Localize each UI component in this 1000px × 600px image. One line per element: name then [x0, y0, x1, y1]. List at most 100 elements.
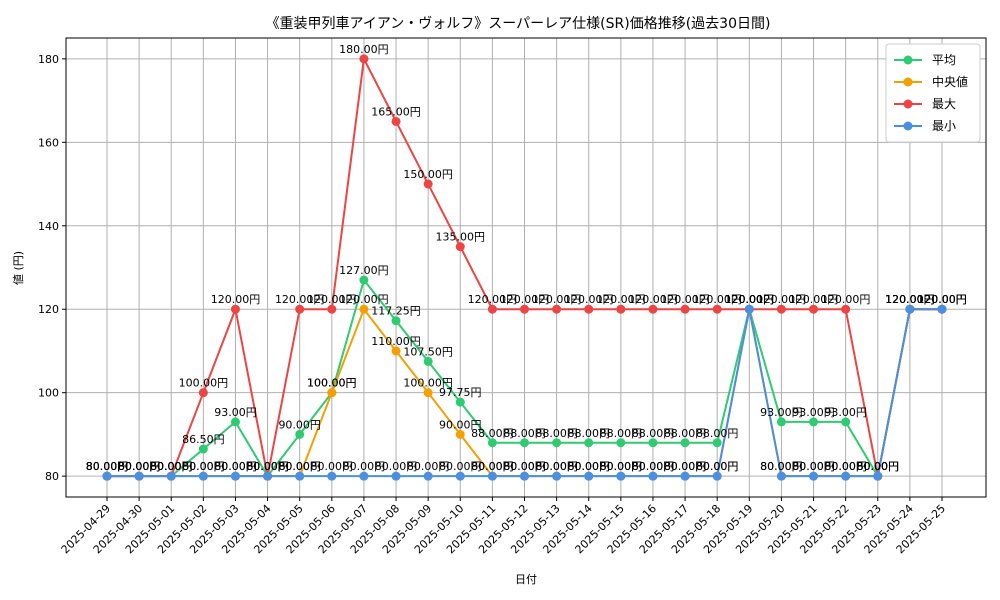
data-label: 97.75円: [439, 386, 482, 399]
data-label: 120.00円: [885, 293, 935, 306]
data-point: [680, 471, 690, 481]
data-label: 80.00円: [824, 460, 867, 473]
data-label: 120.00円: [917, 293, 967, 306]
data-point: [102, 471, 112, 481]
data-label: 93.00円: [824, 406, 867, 419]
data-label: 120.00円: [885, 293, 935, 306]
data-label: 120.00円: [725, 293, 775, 306]
data-label: 80.00円: [600, 460, 643, 473]
data-point: [295, 429, 305, 439]
data-point: [584, 438, 594, 448]
data-label: 80.00円: [857, 460, 900, 473]
legend-label: 平均: [932, 53, 956, 67]
data-label: 80.00円: [632, 460, 675, 473]
legend-label: 中央値: [932, 74, 968, 89]
data-point: [520, 304, 529, 314]
data-label: 80.00円: [857, 460, 900, 473]
data-label: 80.00円: [375, 460, 418, 473]
legend-label: 最小: [932, 119, 956, 133]
data-point: [134, 471, 144, 481]
data-label: 88.00円: [567, 427, 610, 440]
data-label: 88.00円: [535, 427, 578, 440]
data-label: 80.00円: [664, 460, 707, 473]
y-tick-label: 100: [38, 387, 59, 400]
data-label: 120.00円: [692, 293, 742, 306]
data-label: 93.00円: [214, 406, 257, 419]
data-label: 120.00円: [885, 293, 935, 306]
legend-frame: [885, 43, 981, 143]
data-label: 80.00円: [182, 460, 225, 473]
data-label: 90.00円: [278, 418, 321, 431]
data-label: 80.00円: [118, 460, 161, 473]
data-label: 80.00円: [150, 460, 193, 473]
data-point: [455, 397, 465, 407]
data-label: 80.00円: [792, 460, 835, 473]
data-point: [841, 304, 851, 314]
data-label: 120.00円: [500, 293, 550, 306]
data-label: 88.00円: [503, 427, 546, 440]
data-point: [744, 304, 754, 314]
data-point: [327, 471, 337, 481]
data-label: 80.00円: [567, 460, 610, 473]
data-label: 80.00円: [86, 460, 129, 473]
data-label: 80.00円: [664, 460, 707, 473]
data-label: 80.00円: [150, 460, 193, 473]
data-label: 80.00円: [760, 460, 803, 473]
legend-item: 最小: [894, 119, 956, 133]
data-label: 80.00円: [503, 460, 546, 473]
data-label: 80.00円: [246, 460, 289, 473]
data-point: [423, 179, 433, 189]
data-label: 80.00円: [182, 460, 225, 473]
data-label: 120.00円: [596, 293, 646, 306]
data-point: [520, 438, 529, 448]
data-point: [616, 438, 626, 448]
data-label: 120.00円: [757, 293, 807, 306]
data-point: [712, 304, 722, 314]
data-label: 120.00円: [789, 293, 839, 306]
data-label: 107.50円: [403, 345, 453, 358]
data-point: [552, 438, 562, 448]
data-label: 120.00円: [821, 293, 871, 306]
data-label: 80.00円: [150, 460, 193, 473]
data-point: [841, 417, 851, 427]
data-label: 80.00円: [118, 460, 161, 473]
data-point: [391, 471, 401, 481]
data-label: 88.00円: [696, 427, 739, 440]
legend-label: 最大: [932, 97, 956, 111]
data-label: 88.00円: [632, 427, 675, 440]
data-point: [712, 471, 722, 481]
data-point: [487, 471, 497, 481]
data-label: 80.00円: [311, 460, 354, 473]
data-point: [455, 429, 465, 439]
data-label: 80.00円: [214, 460, 257, 473]
chart-title: 《重装甲列車アイアン・ヴォルフ》スーパーレア仕様(SR)価格推移(過去30日間): [266, 15, 771, 32]
data-point: [359, 54, 369, 64]
data-label: 80.00円: [471, 460, 514, 473]
data-label: 120.00円: [725, 293, 775, 306]
data-point: [230, 417, 240, 427]
series-3: [102, 304, 947, 481]
data-point: [198, 444, 208, 454]
data-point: [327, 388, 337, 398]
data-point: [552, 471, 562, 481]
data-point: [391, 116, 401, 126]
data-point: [198, 471, 208, 481]
data-label: 80.00円: [407, 460, 450, 473]
data-point: [359, 275, 369, 285]
data-label: 120.00円: [917, 293, 967, 306]
data-point: [455, 471, 465, 481]
legend-marker: [903, 121, 913, 131]
data-label: 100.00円: [179, 377, 229, 390]
data-labels: 80.00円80.00円80.00円86.50円93.00円80.00円90.0…: [86, 43, 967, 473]
data-point: [776, 304, 786, 314]
data-label: 100.00円: [307, 377, 357, 390]
data-point: [198, 388, 208, 398]
data-point: [520, 471, 529, 481]
data-label: 120.00円: [564, 293, 614, 306]
data-point: [809, 304, 819, 314]
data-label: 120.00円: [725, 293, 775, 306]
data-label: 165.00円: [371, 105, 421, 118]
data-label: 80.00円: [150, 460, 193, 473]
x-axis-ticks: 2025-04-292025-04-302025-05-012025-05-02…: [59, 497, 948, 556]
